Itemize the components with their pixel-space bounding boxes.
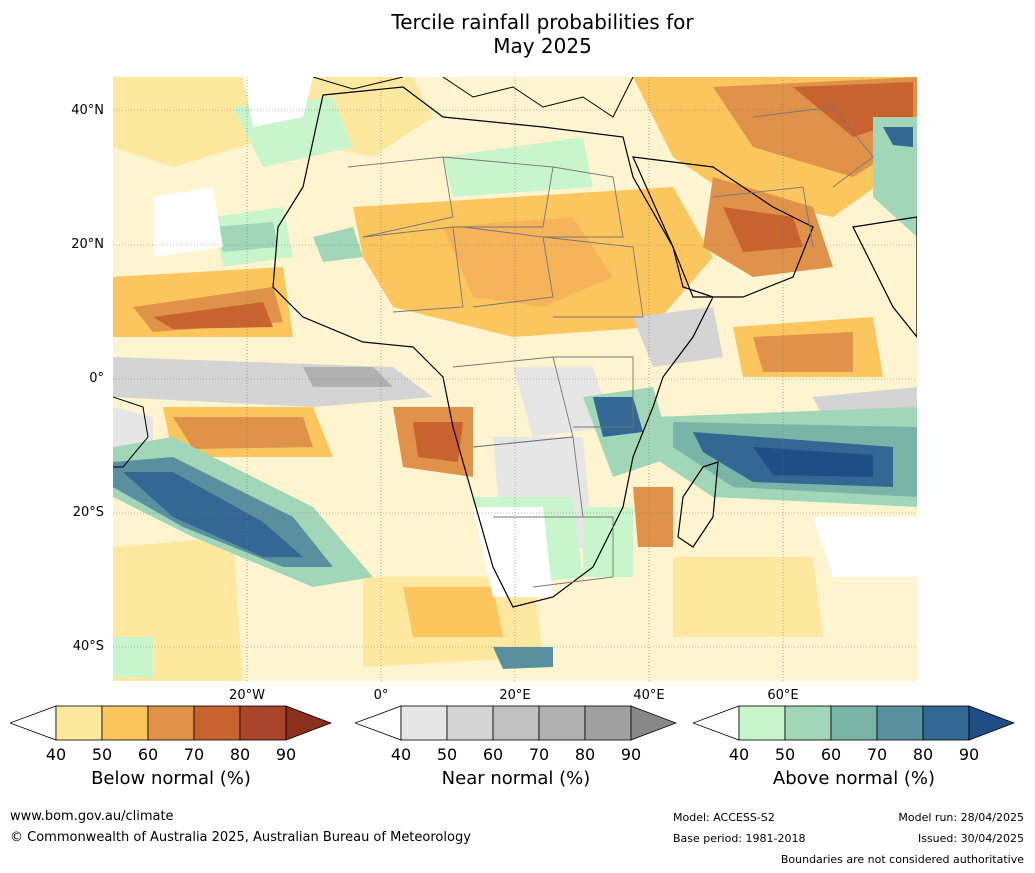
below-tick: 50	[91, 745, 113, 764]
near-normal-colorbar	[355, 705, 677, 741]
near-tick: 90	[620, 745, 642, 764]
lon-label-20w: 20°W	[229, 688, 265, 703]
above-normal-label: Above normal (%)	[772, 768, 936, 789]
below-bar-max-cap	[285, 705, 332, 741]
above-bar-max-cap	[968, 705, 1015, 741]
above-bar-segment-50	[784, 705, 832, 741]
near-tick: 60	[482, 745, 504, 764]
near-bar-segment-50	[446, 705, 494, 741]
above-normal-regions	[113, 97, 917, 677]
madagascar-coastline	[677, 461, 719, 548]
white-patches	[153, 77, 917, 597]
lon-label-0: 0°	[373, 688, 389, 703]
lat-label-20s: 20°S	[72, 505, 104, 520]
near-tick: 40	[390, 745, 412, 764]
map-title: Tercile rainfall probabilities for May 2…	[0, 10, 1035, 58]
copyright-text: © Commonwealth of Australia 2025, Austra…	[10, 830, 471, 845]
near-bar-segment-70	[538, 705, 586, 741]
model-text: Model: ACCESS-S2	[673, 811, 775, 824]
africa-coastline	[272, 86, 714, 608]
below-tick: 90	[275, 745, 297, 764]
near-bar-max-cap	[630, 705, 677, 741]
country-borders	[347, 106, 874, 588]
disclaimer-text: Boundaries are not considered authoritat…	[780, 853, 1024, 866]
above-tick: 60	[820, 745, 842, 764]
graticule	[113, 77, 917, 681]
above-bar-segment-80	[922, 705, 970, 741]
lon-label-40e: 40°E	[633, 688, 665, 703]
arabia-coastline	[632, 156, 814, 298]
above-tick: 80	[912, 745, 934, 764]
below-bar-segment-50	[101, 705, 149, 741]
above-bar-segment-60	[830, 705, 878, 741]
base-period-text: Base period: 1981-2018	[673, 832, 806, 845]
lat-label-40n: 40°N	[71, 103, 104, 118]
title-line-2: May 2025	[493, 34, 592, 58]
below-normal-regions	[113, 77, 917, 681]
below-tick: 70	[183, 745, 205, 764]
below-bar-segment-70	[193, 705, 241, 741]
near-normal-label: Near normal (%)	[441, 768, 591, 789]
above-tick: 90	[958, 745, 980, 764]
lon-label-20e: 20°E	[499, 688, 531, 703]
europe-coastline	[312, 77, 634, 118]
below-tick: 80	[229, 745, 251, 764]
probability-map	[113, 77, 917, 681]
above-bar-segment-70	[876, 705, 924, 741]
above-tick: 40	[728, 745, 750, 764]
lat-label-20n: 20°N	[71, 237, 104, 252]
near-tick: 70	[528, 745, 550, 764]
title-line-1: Tercile rainfall probabilities for	[391, 10, 694, 34]
above-normal-colorbar	[693, 705, 1015, 741]
below-tick: 40	[45, 745, 67, 764]
below-bar-segment-80	[239, 705, 287, 741]
near-bar-segment-60	[492, 705, 540, 741]
above-bar-segment-40	[738, 705, 786, 741]
below-bar-min-cap	[10, 705, 57, 741]
issued-text: Issued: 30/04/2025	[917, 832, 1024, 845]
map-svg	[113, 77, 917, 681]
lat-label-40s: 40°S	[72, 639, 104, 654]
below-normal-label: Below normal (%)	[91, 768, 251, 789]
south-america-coastline	[113, 396, 149, 468]
near-bar-segment-80	[584, 705, 632, 741]
lat-label-0: 0°	[89, 371, 104, 386]
lon-label-60e: 60°E	[767, 688, 799, 703]
below-bar-segment-40	[55, 705, 103, 741]
above-tick: 70	[866, 745, 888, 764]
near-tick: 50	[436, 745, 458, 764]
below-tick: 60	[137, 745, 159, 764]
below-normal-colorbar	[10, 705, 332, 741]
above-tick: 50	[774, 745, 796, 764]
below-bar-segment-60	[147, 705, 195, 741]
near-bar-min-cap	[355, 705, 402, 741]
model-run-text: Model run: 28/04/2025	[898, 811, 1024, 824]
near-tick: 80	[574, 745, 596, 764]
india-coastline	[852, 216, 917, 338]
near-bar-segment-40	[400, 705, 448, 741]
above-bar-min-cap	[693, 705, 740, 741]
website-link[interactable]: www.bom.gov.au/climate	[10, 809, 174, 824]
